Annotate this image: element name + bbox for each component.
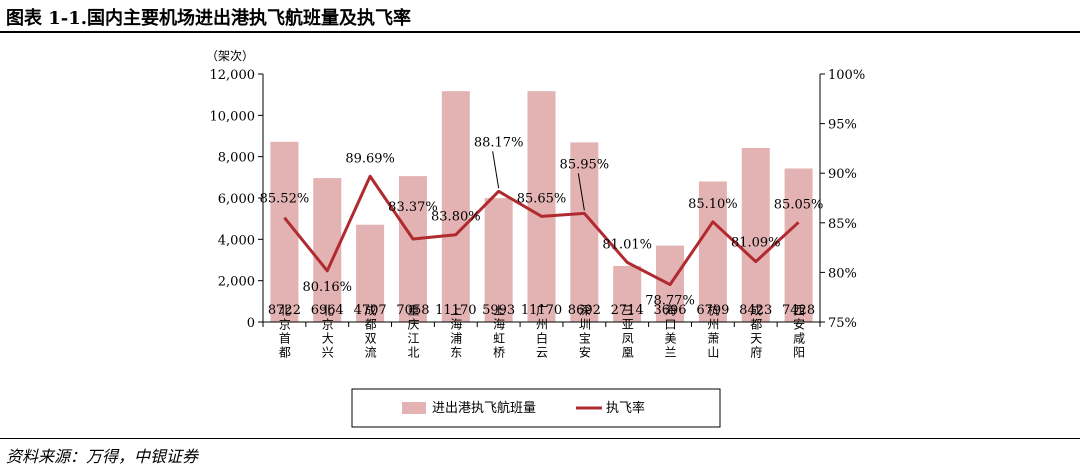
rate-data-label: 83.37% xyxy=(388,200,438,215)
left-tick-label: 2,000 xyxy=(218,275,255,290)
category-label: 广州白云 xyxy=(535,304,549,360)
bar xyxy=(570,142,599,322)
bar-value-label: 8692 xyxy=(568,303,601,318)
rate-data-label: 81.01% xyxy=(602,237,652,252)
rate-data-label: 83.80% xyxy=(431,210,481,225)
figure-title: 图表 1-1.国内主要机场进出港执飞航班量及执飞率 xyxy=(6,8,412,29)
bar-value-label: 6964 xyxy=(311,303,344,318)
category-label: 重庆江北 xyxy=(406,304,420,360)
rate-line xyxy=(283,174,800,287)
rate-data-label: 89.69% xyxy=(345,151,395,166)
category-label: 海口美兰 xyxy=(663,303,677,360)
label-leader-line xyxy=(492,151,500,189)
category-label: 上海虹桥 xyxy=(492,304,506,360)
bar xyxy=(741,147,770,322)
rate-data-label: 85.65% xyxy=(517,191,567,206)
legend-bar-swatch xyxy=(402,402,426,414)
bar xyxy=(398,176,427,322)
rate-data-label: 81.09% xyxy=(731,236,781,251)
source-note: 资料来源：万得，中银证券 xyxy=(6,447,199,466)
left-tick-label: 6,000 xyxy=(218,192,255,207)
label-leader-line xyxy=(577,173,585,211)
left-tick-label: 8,000 xyxy=(218,151,255,166)
rate-data-label: 85.10% xyxy=(688,197,738,212)
bar xyxy=(698,181,727,322)
left-tick-label: 12,000 xyxy=(210,68,256,83)
bottom-rule xyxy=(0,438,1080,439)
bar-value-label: 2714 xyxy=(611,303,644,318)
category-label: 成都双流 xyxy=(363,304,377,360)
bar xyxy=(270,141,299,322)
bar-value-label: 6799 xyxy=(696,303,729,318)
bar xyxy=(484,198,513,322)
right-tick-label: 90% xyxy=(828,167,857,182)
bar-value-label: 11170 xyxy=(435,303,476,318)
right-tick-label: 80% xyxy=(828,266,857,281)
rate-data-label: 85.95% xyxy=(560,157,610,172)
right-tick-label: 95% xyxy=(828,118,857,133)
left-tick-label: 10,000 xyxy=(210,109,256,124)
category-label: 杭州萧山 xyxy=(706,303,720,360)
rate-data-label: 78.77% xyxy=(645,294,695,309)
top-rule xyxy=(0,31,1080,33)
legend-box xyxy=(351,388,721,428)
category-label: 三亚凤凰 xyxy=(620,304,634,360)
rate-data-label: 80.16% xyxy=(302,280,352,295)
rate-data-label: 85.05% xyxy=(774,197,824,212)
bar-value-label: 4707 xyxy=(354,303,387,318)
right-tick-label: 85% xyxy=(828,217,857,232)
category-label: 深圳宝安 xyxy=(577,304,591,360)
bar xyxy=(527,91,556,322)
legend-line-label: 执飞率 xyxy=(606,400,645,416)
right-tick-label: 75% xyxy=(828,316,857,331)
left-axis-unit-label: （架次） xyxy=(206,49,254,63)
bar-value-label: 5993 xyxy=(482,303,515,318)
category-label: 北京大兴 xyxy=(320,304,334,360)
bar-value-label: 3696 xyxy=(653,303,686,318)
bar xyxy=(356,224,385,322)
rate-data-label: 85.52% xyxy=(260,192,310,207)
rate-data-label: 88.17% xyxy=(474,135,524,150)
bar xyxy=(441,91,470,322)
category-label: 成都天府 xyxy=(749,304,763,360)
left-tick-label: 4,000 xyxy=(218,233,255,248)
left-tick-label: 0 xyxy=(247,316,255,331)
bar-value-label: 8423 xyxy=(739,303,772,318)
right-tick-label: 100% xyxy=(828,68,865,83)
category-label: 北京首都 xyxy=(277,304,291,360)
legend-bar-label: 进出港执飞航班量 xyxy=(432,400,536,416)
report-header: 图表 1-1.国内主要机场进出港执飞航班量及执飞率 xyxy=(0,0,1080,34)
bar xyxy=(784,168,813,322)
bar-value-label: 8722 xyxy=(268,303,301,318)
bar-value-label: 7058 xyxy=(396,303,429,318)
bar xyxy=(613,265,642,322)
bar-value-label: 7428 xyxy=(782,303,815,318)
bar-value-label: 11170 xyxy=(521,303,562,318)
category-label: 上海浦东 xyxy=(449,304,463,360)
category-label: 西安咸阳 xyxy=(792,304,806,360)
